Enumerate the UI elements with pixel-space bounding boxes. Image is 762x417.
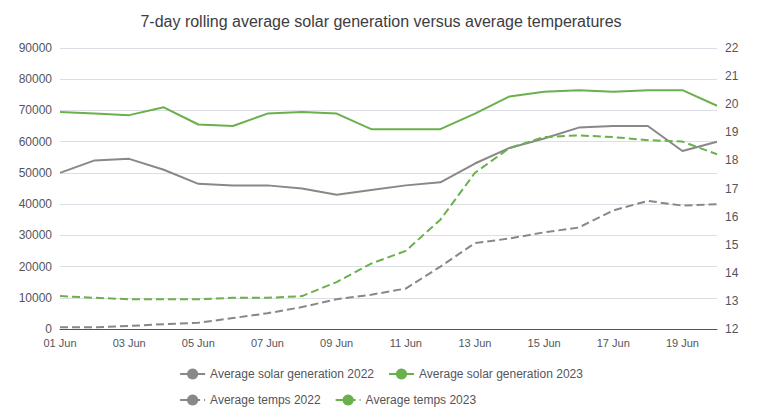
svg-text:12: 12 bbox=[725, 322, 739, 336]
svg-text:13: 13 bbox=[725, 294, 739, 308]
svg-text:15 Jun: 15 Jun bbox=[528, 337, 561, 349]
svg-text:09 Jun: 09 Jun bbox=[320, 337, 353, 349]
svg-text:90000: 90000 bbox=[19, 41, 53, 55]
svg-text:16: 16 bbox=[725, 210, 739, 224]
svg-text:13 Jun: 13 Jun bbox=[458, 337, 491, 349]
svg-text:18: 18 bbox=[725, 153, 739, 167]
svg-text:21: 21 bbox=[725, 69, 739, 83]
svg-text:Average solar generation 2023: Average solar generation 2023 bbox=[419, 367, 583, 381]
svg-text:19: 19 bbox=[725, 125, 739, 139]
svg-text:50000: 50000 bbox=[19, 166, 53, 180]
svg-text:Average temps 2022: Average temps 2022 bbox=[210, 393, 321, 407]
svg-text:60000: 60000 bbox=[19, 135, 53, 149]
svg-text:10000: 10000 bbox=[19, 291, 53, 305]
svg-text:Average temps 2023: Average temps 2023 bbox=[366, 393, 477, 407]
svg-text:20000: 20000 bbox=[19, 260, 53, 274]
svg-text:05 Jun: 05 Jun bbox=[182, 337, 215, 349]
svg-text:40000: 40000 bbox=[19, 197, 53, 211]
svg-text:01 Jun: 01 Jun bbox=[43, 337, 76, 349]
svg-text:11 Jun: 11 Jun bbox=[390, 337, 422, 349]
svg-text:0: 0 bbox=[45, 322, 52, 336]
svg-text:07 Jun: 07 Jun bbox=[251, 337, 284, 349]
svg-text:Average solar generation 2022: Average solar generation 2022 bbox=[210, 367, 374, 381]
svg-text:17 Jun: 17 Jun bbox=[597, 337, 630, 349]
svg-text:15: 15 bbox=[725, 238, 739, 252]
svg-text:20: 20 bbox=[725, 97, 739, 111]
svg-text:03 Jun: 03 Jun bbox=[113, 337, 146, 349]
svg-text:7-day rolling average solar ge: 7-day rolling average solar generation v… bbox=[140, 13, 621, 30]
svg-text:19 Jun: 19 Jun bbox=[666, 337, 699, 349]
svg-text:70000: 70000 bbox=[19, 103, 53, 117]
svg-text:80000: 80000 bbox=[19, 72, 53, 86]
svg-text:17: 17 bbox=[725, 182, 739, 196]
svg-text:30000: 30000 bbox=[19, 228, 53, 242]
svg-text:14: 14 bbox=[725, 266, 739, 280]
svg-text:22: 22 bbox=[725, 41, 739, 55]
